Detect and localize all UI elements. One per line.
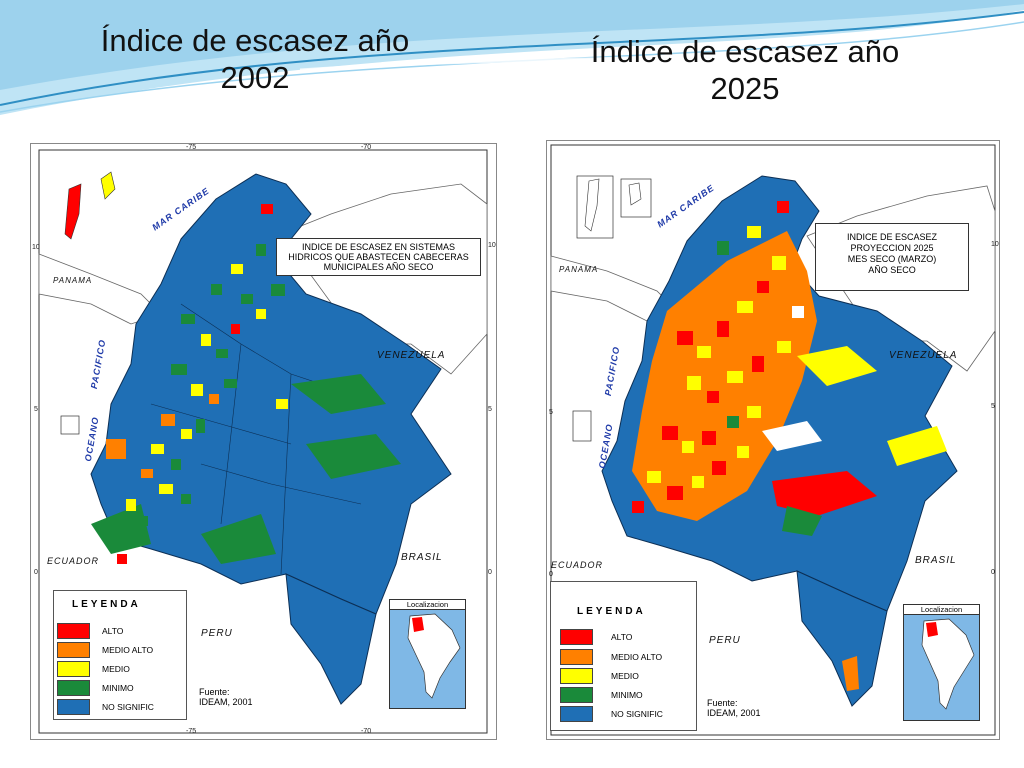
coord-left-2-2002: 5 [34,406,38,413]
legend-title-2002: LEYENDA [72,599,141,610]
coord-left-1-2002: 10 [32,244,40,251]
legend-label-medio-2025: MEDIO [611,671,639,681]
source-2025: Fuente: IDEAM, 2001 [707,698,761,718]
label-panama-2002: PANAMA [53,276,93,285]
header-swoosh [0,0,1024,115]
coord-bottom-2-2002: -70 [361,728,372,735]
inset-label-2025: Localizacion [904,605,979,615]
info-2002-line1: INDICE DE ESCASEZ EN SISTEMAS [301,242,456,252]
legend-2025: LEYENDA ALTO MEDIO ALTO MEDIO MINIMO NO … [550,581,697,731]
coord-right-2-2002: 5 [488,406,492,413]
coord-left-1-2025: 5 [549,409,553,416]
legend-label-medio-alto-2002: MEDIO ALTO [102,645,154,655]
title-2025-line1: Índice de escasez año [590,34,900,69]
map-panel-2025: MAR CARIBE PACIFICO OCEANO PANAMA VENEZU… [546,140,1000,740]
coord-left-2-2025: 0 [549,571,553,578]
localization-inset-2002: Localizacion [389,599,466,709]
source-2002-line2: IDEAM, 2001 [199,697,253,707]
legend-row-no-signific-2002: NO SIGNIFIC [54,699,186,717]
coord-top-1-2002: -75 [186,144,197,151]
label-ecuador-2025: ECUADOR [551,560,604,570]
legend-swatch-no-signific-2002 [57,699,90,715]
legend-row-medio-alto-2025: MEDIO ALTO [551,649,696,667]
coord-top-2-2002: -70 [361,144,372,151]
source-2025-line2: IDEAM, 2001 [707,708,761,718]
legend-swatch-medio-2025 [560,668,593,684]
coord-right-3-2002: 0 [488,569,492,576]
label-brasil-2002: BRASIL [401,552,443,563]
source-2025-line1: Fuente: [707,698,738,708]
legend-row-minimo-2025: MINIMO [551,687,696,705]
info-box-2025: INDICE DE ESCASEZ PROYECCION 2025 MES SE… [815,223,969,291]
legend-label-no-signific-2002: NO SIGNIFIC [102,702,154,712]
info-2025-line4: AÑO SECO [868,265,916,275]
legend-row-minimo-2002: MINIMO [54,680,186,698]
legend-row-medio-2025: MEDIO [551,668,696,686]
legend-swatch-alto-2002 [57,623,90,639]
info-2025-line2: PROYECCION 2025 [850,243,934,253]
andean-mosaic-2025 [632,201,804,513]
coord-left-3-2002: 0 [34,569,38,576]
legend-swatch-medio-alto-2025 [560,649,593,665]
legend-row-medio-alto-2002: MEDIO ALTO [54,642,186,660]
legend-row-no-signific-2025: NO SIGNIFIC [551,706,696,724]
legend-label-no-signific-2025: NO SIGNIFIC [611,709,663,719]
coord-right-1-2025: 10 [991,241,999,248]
legend-label-alto-2002: ALTO [102,626,124,636]
label-venezuela-2025: VENEZUELA [889,350,958,361]
legend-2002: LEYENDA ALTO MEDIO ALTO MEDIO MINIMO NO … [53,590,187,720]
coord-right-2-2025: 5 [991,403,995,410]
legend-row-alto-2002: ALTO [54,623,186,641]
source-2002-line1: Fuente: [199,687,230,697]
legend-swatch-alto-2025 [560,629,593,645]
legend-swatch-minimo-2025 [560,687,593,703]
map-panel-2002: MAR CARIBE PACIFICO OCEANO PANAMA VENEZU… [30,143,497,740]
title-2002: Índice de escasez año 2002 [40,22,470,96]
title-2025-line2: 2025 [710,71,780,106]
inset-label-2002: Localizacion [390,600,465,610]
info-box-2002: INDICE DE ESCASEZ EN SISTEMAS HIDRICOS Q… [276,238,481,276]
legend-row-alto-2025: ALTO [551,629,696,647]
label-panama-2025: PANAMA [559,265,599,274]
info-2025-line3: MES SECO (MARZO) [847,254,937,264]
south-america-icon [407,613,461,699]
legend-title-2025: LEYENDA [577,606,646,617]
legend-label-medio-alto-2025: MEDIO ALTO [611,652,663,662]
legend-row-medio-2002: MEDIO [54,661,186,679]
localization-inset-2025: Localizacion [903,604,980,721]
coord-right-1-2002: 10 [488,242,496,249]
legend-swatch-no-signific-2025 [560,706,593,722]
legend-label-minimo-2025: MINIMO [611,690,643,700]
title-2025: Índice de escasez año 2025 [530,33,960,107]
legend-swatch-medio-2002 [57,661,90,677]
label-brasil-2025: BRASIL [915,555,957,566]
legend-label-medio-2002: MEDIO [102,664,130,674]
title-2002-line2: 2002 [220,60,290,95]
info-2002-line2: HIDRICOS QUE ABASTECEN CABECERAS [288,252,469,262]
legend-swatch-minimo-2002 [57,680,90,696]
label-peru-2002: PERU [201,628,233,639]
andean-mosaic-2002 [106,204,290,564]
legend-label-minimo-2002: MINIMO [102,683,134,693]
info-2025-line1: INDICE DE ESCASEZ [846,232,938,242]
info-2002-line3: MUNICIPALES AÑO SECO [323,262,434,272]
source-2002: Fuente: IDEAM, 2001 [199,687,253,707]
coord-right-3-2025: 0 [991,569,995,576]
legend-swatch-medio-alto-2002 [57,642,90,658]
legend-label-alto-2025: ALTO [611,632,633,642]
label-peru-2025: PERU [709,635,741,646]
title-2002-line1: Índice de escasez año [100,23,410,58]
coord-bottom-1-2002: -75 [186,728,197,735]
label-ecuador-2002: ECUADOR [47,556,100,566]
south-america-icon [921,618,975,710]
label-venezuela-2002: VENEZUELA [377,350,446,361]
